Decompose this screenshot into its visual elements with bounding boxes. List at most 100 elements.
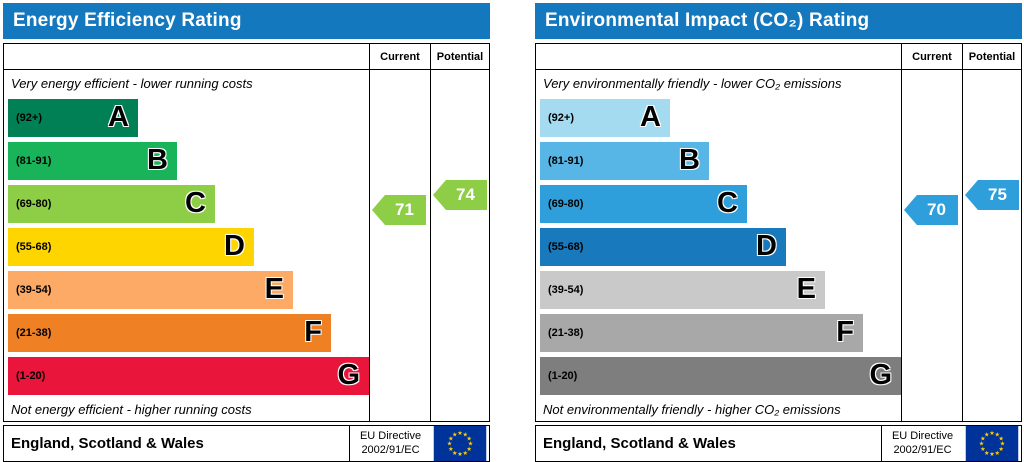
band-row: (92+) A: [536, 96, 901, 139]
svg-text:★: ★: [980, 435, 986, 442]
band-bar: (1-20) G: [540, 356, 901, 395]
svg-text:★: ★: [995, 432, 1001, 439]
potential-column-divider: [430, 44, 431, 421]
svg-text:★: ★: [998, 446, 1004, 453]
svg-text:★: ★: [468, 441, 474, 448]
band-range-label: (21-38): [16, 326, 52, 339]
eu-directive-label: EU Directive 2002/91/EC: [881, 426, 963, 461]
band-bar: (1-20) G: [8, 356, 369, 395]
svg-text:★: ★: [1000, 441, 1006, 448]
region-label: England, Scotland & Wales: [11, 435, 204, 452]
band-bar: (92+) A: [8, 98, 138, 137]
band-range-label: (92+): [548, 111, 574, 124]
svg-text:★: ★: [989, 451, 995, 458]
potential-rating-arrow: 74: [433, 180, 487, 210]
band-bar: (69-80) C: [540, 184, 747, 223]
band-bar: (21-38) F: [540, 313, 863, 352]
co2-chart-footer: England, Scotland & Wales EU Directive 2…: [535, 425, 1022, 462]
current-column-header: Current: [912, 51, 952, 63]
band-row: (81-91) B: [536, 139, 901, 182]
svg-text:★: ★: [448, 446, 454, 453]
svg-text:★: ★: [998, 435, 1004, 442]
svg-text:★: ★: [457, 451, 463, 458]
co2-rating-table: Current Potential Very environmentally f…: [535, 43, 1022, 422]
current-column-header: Current: [380, 51, 420, 63]
band-letter: A: [108, 101, 129, 133]
table-header-row: [4, 44, 489, 70]
band-range-label: (92+): [16, 111, 42, 124]
eu-directive-label: EU Directive 2002/91/EC: [349, 426, 431, 461]
top-note: Very energy efficient - lower running co…: [11, 75, 253, 91]
band-letter: F: [304, 316, 322, 348]
band-letter: D: [756, 230, 777, 262]
band-letter: G: [869, 359, 892, 391]
svg-text:★: ★: [984, 432, 990, 439]
eu-directive-line2: 2002/91/EC: [361, 443, 420, 456]
energy-chart-title: Energy Efficiency Rating: [13, 10, 242, 31]
band-bar: (69-80) C: [8, 184, 215, 223]
co2-chart-title-bar: Environmental Impact (CO₂) Rating: [535, 3, 1022, 39]
current-column-divider: [369, 44, 370, 421]
band-range-label: (39-54): [16, 283, 52, 296]
band-range-label: (81-91): [548, 154, 584, 167]
band-letter: C: [717, 187, 738, 219]
potential-column-divider: [962, 44, 963, 421]
svg-text:★: ★: [452, 432, 458, 439]
band-bar: (92+) A: [540, 98, 670, 137]
svg-text:★: ★: [989, 430, 995, 437]
energy-efficiency-chart: Energy Efficiency Rating Current Potenti…: [3, 3, 490, 462]
co2-chart-title: Environmental Impact (CO₂) Rating: [545, 10, 870, 31]
potential-column-header: Potential: [436, 51, 484, 63]
band-letter: B: [147, 144, 168, 176]
band-row: (55-68) D: [4, 225, 369, 268]
band-bar: (81-91) B: [540, 141, 709, 180]
svg-text:★: ★: [463, 450, 469, 457]
energy-chart-title-bar: Energy Efficiency Rating: [3, 3, 490, 39]
band-bar: (39-54) E: [8, 270, 293, 309]
environmental-impact-chart: Environmental Impact (CO₂) Rating Curren…: [535, 3, 1022, 462]
bottom-note: Not environmentally friendly - higher CO…: [543, 401, 841, 417]
band-row: (1-20) G: [536, 354, 901, 397]
band-bar: (81-91) B: [8, 141, 177, 180]
svg-text:★: ★: [466, 435, 472, 442]
energy-rating-table: Current Potential Very energy efficient …: [3, 43, 490, 422]
svg-text:★: ★: [448, 435, 454, 442]
band-range-label: (55-68): [16, 240, 52, 253]
current-rating-arrow: 70: [904, 195, 958, 225]
table-header-row: [536, 44, 1021, 70]
band-row: (21-38) F: [4, 311, 369, 354]
band-range-label: (21-38): [548, 326, 584, 339]
eu-directive-line1: EU Directive: [359, 429, 422, 442]
current-rating-arrow: 71: [372, 195, 426, 225]
band-letter: E: [264, 273, 284, 305]
band-row: (39-54) E: [4, 268, 369, 311]
band-bar: (39-54) E: [540, 270, 825, 309]
eu-flag-icon: ★ ★ ★ ★ ★ ★ ★ ★ ★ ★ ★ ★: [431, 426, 489, 461]
band-range-label: (69-80): [16, 197, 52, 210]
band-row: (55-68) D: [536, 225, 901, 268]
svg-text:★: ★: [463, 432, 469, 439]
svg-text:★: ★: [979, 441, 985, 448]
eu-directive-line1: EU Directive: [891, 429, 954, 442]
band-letter: C: [185, 187, 206, 219]
band-range-label: (81-91): [16, 154, 52, 167]
band-row: (69-80) C: [4, 182, 369, 225]
top-note: Very environmentally friendly - lower CO…: [543, 75, 842, 91]
svg-text:★: ★: [984, 450, 990, 457]
band-range-label: (39-54): [548, 283, 584, 296]
svg-text:★: ★: [457, 430, 463, 437]
band-row: (81-91) B: [4, 139, 369, 182]
band-list: (92+) A (81-91) B (69-80) C (55-68) D (3…: [536, 96, 901, 397]
band-letter: E: [796, 273, 816, 305]
bottom-note: Not energy efficient - higher running co…: [11, 401, 252, 417]
band-bar: (55-68) D: [540, 227, 786, 266]
band-row: (92+) A: [4, 96, 369, 139]
potential-rating-arrow: 75: [965, 180, 1019, 210]
band-range-label: (1-20): [16, 369, 46, 382]
band-range-label: (1-20): [548, 369, 578, 382]
region-label: England, Scotland & Wales: [543, 435, 736, 452]
band-range-label: (69-80): [548, 197, 584, 210]
band-row: (1-20) G: [4, 354, 369, 397]
eu-flag-icon: ★ ★ ★ ★ ★ ★ ★ ★ ★ ★ ★ ★: [963, 426, 1021, 461]
